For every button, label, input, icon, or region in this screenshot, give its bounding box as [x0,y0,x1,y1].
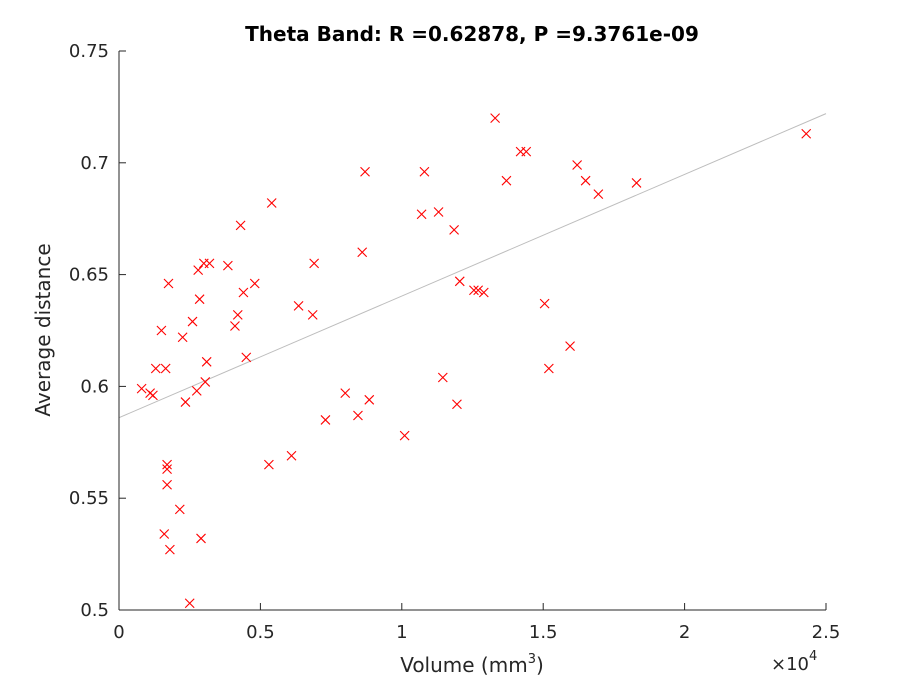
data-point [136,383,147,394]
data-point [163,278,174,289]
y-axis-label: Average distance [31,243,55,416]
x-axis-exponent: ×104 [771,649,817,675]
data-point [193,265,204,276]
data-point [201,356,212,367]
data-point [454,276,465,287]
data-point [473,285,484,296]
data-point [449,224,460,235]
data-point [266,198,277,208]
data-point [286,450,297,461]
x-axis-label: Volume (mm3) [400,652,544,677]
x-axis-exponent-power: 4 [809,649,817,664]
data-point [235,220,246,231]
chart-title: Theta Band: R =0.62878, P =9.3761e-09 [245,22,699,46]
y-tick-label: 0.65 [69,265,109,286]
data-point [241,352,252,363]
y-tick-label: 0.55 [69,488,109,509]
data-point [160,363,171,374]
y-tick-label: 0.6 [80,376,109,397]
data-point [521,146,532,157]
data-point [353,410,363,421]
data-point [801,128,812,139]
data-point [364,394,375,405]
data-point [263,459,274,470]
data-point [162,479,172,490]
data-point [165,544,175,555]
data-point [150,363,161,374]
data-point [159,529,170,539]
data-point [437,372,448,383]
data-point [307,309,318,320]
data-point [320,415,331,425]
data-point [357,247,368,258]
data-point [360,166,370,177]
x-tick-label: 1 [396,622,407,643]
fit-line-layer [118,113,827,419]
data-point [309,258,320,269]
y-tick-label: 0.7 [80,153,109,174]
data-point [249,278,260,289]
data-point [238,287,249,298]
x-axis-label-superscript: 3 [528,652,536,667]
x-axis-label-close: ) [536,653,544,677]
data-point [200,377,211,387]
data-point [184,598,195,609]
data-point [469,285,479,296]
axes [118,51,826,611]
data-point [162,459,172,470]
fit-line [118,113,827,419]
data-point [631,178,642,188]
data-point [293,301,304,311]
data-point [232,309,243,320]
data-point [539,298,550,309]
data-point [194,294,205,305]
data-point [399,430,410,441]
data-points-layer [136,113,812,609]
data-point [340,388,351,398]
data-point [230,321,240,331]
data-point [419,166,430,177]
data-point [148,390,158,401]
x-axis-exponent-base: ×10 [771,654,809,675]
data-point [501,175,512,186]
x-tick-label: 0.5 [246,622,275,643]
x-tick-label: 0 [113,622,124,643]
data-point [204,258,215,269]
data-point [177,332,188,343]
y-ticks: 0.5 0.55 0.6 0.65 0.7 0.75 [69,41,126,621]
x-tick-label: 2.5 [812,622,841,643]
x-axis-label-main: Volume (mm [400,653,528,677]
x-tick-label: 1.5 [529,622,558,643]
data-point [174,504,185,515]
data-point [156,325,167,336]
data-point [433,207,444,217]
y-tick-label: 0.5 [80,600,109,621]
data-point [572,160,583,170]
data-point [180,397,191,407]
data-point [162,464,172,475]
data-point [222,260,233,271]
y-tick-label: 0.75 [69,41,109,62]
data-point [565,341,575,352]
data-point [478,287,489,298]
x-tick-label: 2 [679,622,690,643]
data-point [580,175,591,186]
data-point [416,209,427,220]
data-point [490,113,501,123]
data-point [452,399,462,410]
x-ticks: 0 0.5 1 1.5 2 2.5 [113,603,840,643]
data-point [593,189,604,199]
data-point [187,316,198,327]
data-point [543,363,554,374]
data-point [191,385,202,396]
data-point [196,533,206,544]
